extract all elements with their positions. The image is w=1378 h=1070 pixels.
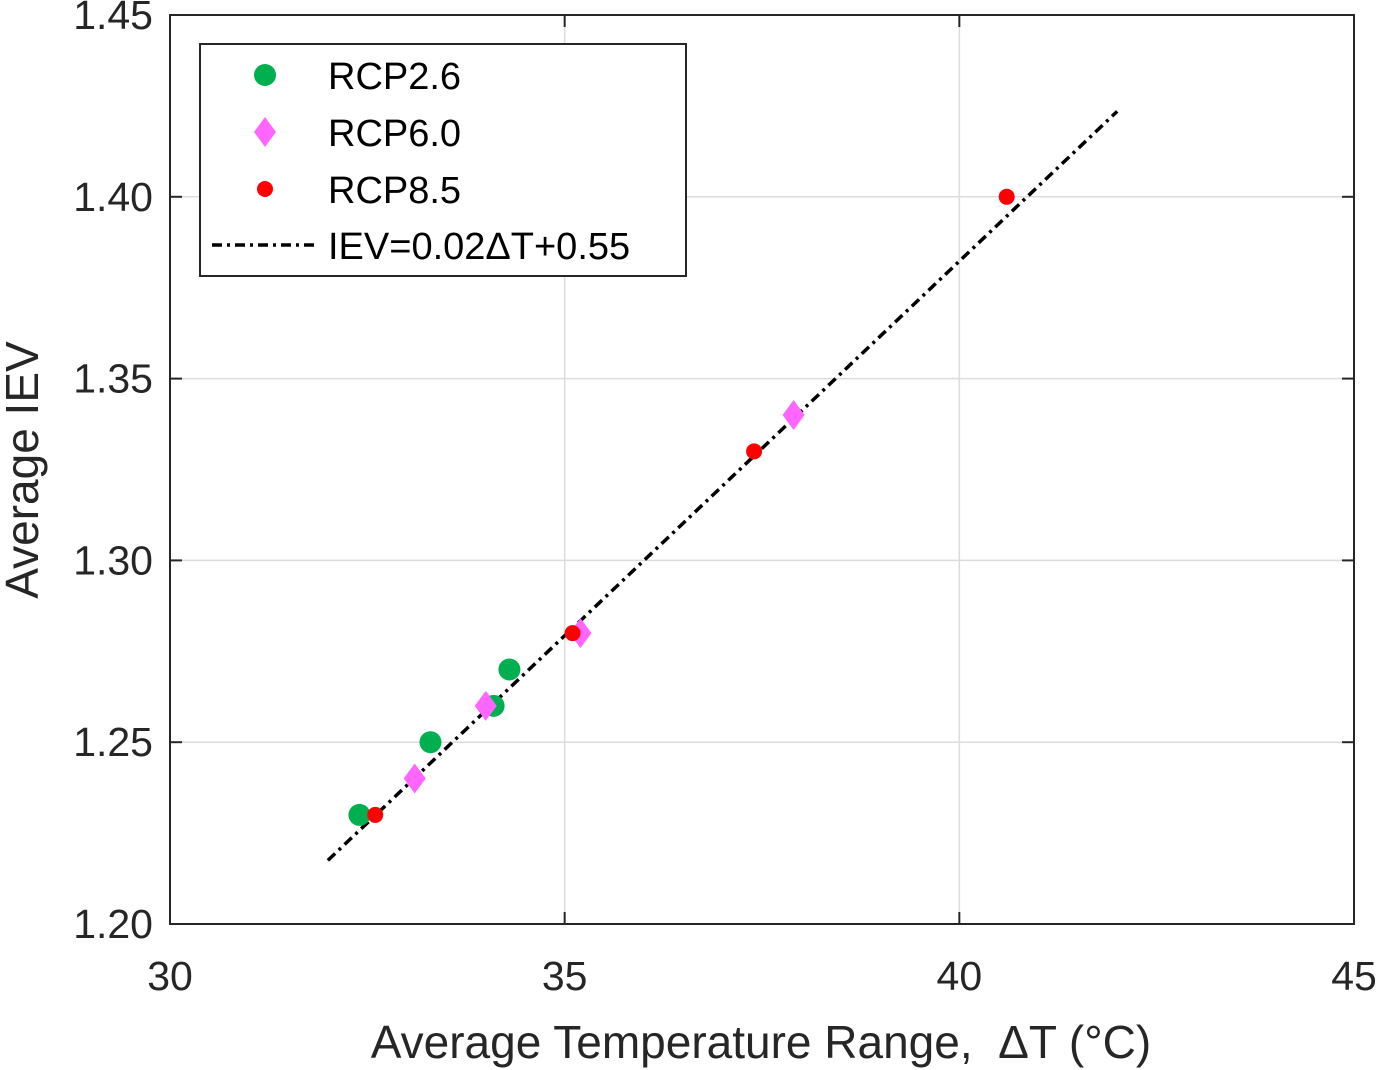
legend-box [199,43,687,277]
point-rcp2-6 [498,658,521,681]
y-tick-label: 1.20 [73,901,153,947]
x-tick-label: 35 [542,953,588,999]
point-rcp8-5 [367,806,384,823]
y-tick-label: 1.40 [73,174,153,220]
point-rcp2-6 [348,803,371,826]
legend-label-rcp2-6: RCP2.6 [328,56,461,98]
legend-marker-rcp2-6 [254,64,276,86]
legend-label-rcp8-5: RCP8.5 [328,170,461,212]
point-rcp6-0 [782,399,805,430]
y-tick-label: 1.35 [73,356,153,402]
x-tick-label: 45 [1331,953,1377,999]
legend-marker-rcp6-0 [254,117,276,147]
legend: RCP2.6 RCP6.0 RCP8.5 IEV=0.02ΔT+0.55 [199,43,687,277]
point-rcp8-5 [998,188,1015,205]
point-rcp8-5 [746,443,763,460]
y-axis-ticks: 1.20 1.25 1.30 1.35 1.40 1.45 [73,0,1354,947]
y-tick-label: 1.45 [73,0,153,38]
point-rcp6-0 [403,763,426,794]
x-tick-label: 40 [937,953,983,999]
point-rcp2-6 [419,731,442,754]
x-tick-label: 30 [147,953,193,999]
legend-label-fit-line: IEV=0.02ΔT+0.55 [328,226,630,268]
plot-area-border [169,14,1355,925]
point-rcp6-0 [474,690,497,721]
legend-label-rcp6-0: RCP6.0 [328,113,461,155]
y-tick-label: 1.25 [73,719,153,765]
y-tick-label: 1.30 [73,537,153,583]
x-axis-title: Average Temperature Range, ΔT (°C) [371,1016,1151,1068]
fit-line-layer [326,110,1119,862]
fit-line [326,110,1119,862]
plot-frame [169,14,1355,925]
legend-marker-rcp8-5 [257,181,273,197]
points-layer [348,188,1015,826]
x-axis-ticks: 30 35 40 45 [147,15,1377,999]
point-rcp8-5 [564,625,581,642]
y-axis-title: Average IEV [0,341,48,599]
